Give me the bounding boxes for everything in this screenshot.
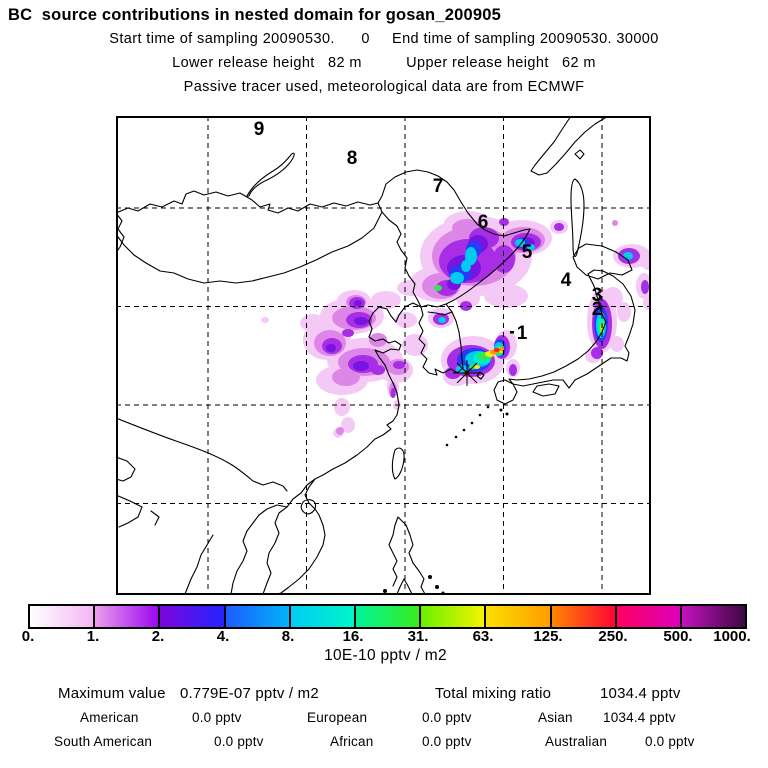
region-label-7: 7 <box>433 176 444 197</box>
colorbar-tick-125: 125. <box>533 628 563 645</box>
total-ratio-label: Total mixing ratio <box>435 685 552 702</box>
region-label-9: 9 <box>254 119 265 140</box>
max-value-label: Maximum value <box>58 685 166 702</box>
taiwan <box>391 447 405 480</box>
region-label-1: 1 <box>517 323 528 344</box>
colorbar-segment <box>158 606 224 627</box>
receptor-star-marker <box>453 360 481 386</box>
colorbar-tick-2: 2. <box>151 628 165 645</box>
blob-central-china <box>261 280 428 438</box>
colorbar-segment <box>353 606 420 627</box>
max-value: 0.779E-07 pptv / m2 <box>180 685 319 702</box>
kyushu <box>493 379 518 405</box>
colorbar-segment <box>614 606 680 627</box>
colorbar-tick-0: 0. <box>21 628 35 645</box>
concentration-field <box>261 211 651 438</box>
altai-border <box>116 212 125 254</box>
subtitle-tracer: Passive tracer used, meteorological data… <box>183 79 585 95</box>
hokkaido <box>572 243 633 280</box>
blob-korea <box>387 308 520 410</box>
russia-border-amur <box>116 169 531 305</box>
okhotsk-island <box>574 149 585 160</box>
colorbar-segment <box>679 606 746 627</box>
hainan <box>300 499 317 515</box>
indochina-border-2 <box>230 504 288 595</box>
tsushima <box>476 371 485 380</box>
region-australian-value: 0.0 pptv <box>645 734 695 749</box>
source-contribution-map: 1 2 3 4 5 6 7 8 9 <box>116 116 651 595</box>
blob-west-japan <box>585 287 631 363</box>
blob-right-edge <box>636 273 651 310</box>
lake-baikal <box>246 152 295 197</box>
region-number-labels: 1 2 3 4 5 6 7 8 9 <box>254 119 603 344</box>
region-african-value: 0.0 pptv <box>422 734 472 749</box>
okhotsk-coast-2 <box>546 116 609 174</box>
region-south-american-value: 0.0 pptv <box>214 734 264 749</box>
ganges-tick <box>150 510 160 526</box>
colorbar-tick-250: 250. <box>598 628 628 645</box>
colorbar-tick-16: 16. <box>342 628 364 645</box>
colorbar-tick-1: 1. <box>86 628 100 645</box>
okhotsk-coast-1 <box>530 116 572 176</box>
colorbar <box>28 604 747 629</box>
region-asian-value: 1034.4 pptv <box>603 710 676 725</box>
region-label-5: 5 <box>522 242 533 263</box>
map-graticule <box>116 116 651 595</box>
region-african-label: African <box>330 734 374 749</box>
region-label-3: 3 <box>592 285 603 306</box>
colorbar-segment <box>288 606 354 627</box>
region-american-value: 0.0 pptv <box>192 710 242 725</box>
colorbar-segment <box>549 606 615 627</box>
region-european-value: 0.0 pptv <box>422 710 472 725</box>
colorbar-tick-63: 63. <box>472 628 494 645</box>
region-asian-label: Asian <box>538 710 573 725</box>
sakhalin <box>570 178 585 257</box>
south-china-border <box>116 417 288 492</box>
inner-mongolia-border <box>381 211 422 308</box>
colorbar-segment <box>30 606 94 627</box>
yalu-border <box>427 311 453 316</box>
blob-amur-spot <box>550 220 568 234</box>
honshu <box>508 269 636 389</box>
region-south-american-label: South American <box>54 734 153 749</box>
colorbar-segment <box>484 606 550 627</box>
myanmar-coast <box>184 534 214 595</box>
colorbar-tick-4: 4. <box>216 628 230 645</box>
region-label-4: 4 <box>561 270 572 291</box>
colorbar-tick-500: 500. <box>663 628 693 645</box>
region-label-2: 2 <box>592 299 603 320</box>
colorbar-tick-1000: 1000. <box>713 628 751 645</box>
mongolia-border <box>116 202 383 284</box>
himalaya-border-2 <box>116 494 143 528</box>
region-australian-label: Australian <box>545 734 608 749</box>
colorbar-segment <box>93 606 159 627</box>
himalaya-border-1 <box>116 456 136 482</box>
indochina-border-1 <box>262 478 316 595</box>
blob-north-honshu <box>612 220 651 270</box>
map-frame <box>116 116 651 595</box>
subtitle-release-height: Lower release height 82 m Upper release … <box>172 55 596 71</box>
chart-title: BC source contributions in nested domain… <box>8 6 501 24</box>
colorbar-tick-31: 31. <box>407 628 429 645</box>
region-label-8: 8 <box>347 148 358 169</box>
shikoku <box>532 383 560 397</box>
total-ratio-value: 1034.4 pptv <box>600 685 681 702</box>
china-coast <box>276 302 422 595</box>
region-label-6: 6 <box>478 212 489 233</box>
philippines-luzon <box>388 516 426 595</box>
colorbar-segment <box>419 606 485 627</box>
region-american-label: American <box>80 710 139 725</box>
colorbar-tick-8: 8. <box>281 628 295 645</box>
coastlines <box>116 116 636 595</box>
region-european-label: European <box>307 710 368 725</box>
korea-peninsula <box>418 303 464 376</box>
subtitle-sampling: Start time of sampling 20090530. 0 End t… <box>109 31 659 47</box>
colorbar-unit-label: 10E-10 pptv / m2 <box>324 647 447 664</box>
colorbar-segment <box>223 606 289 627</box>
